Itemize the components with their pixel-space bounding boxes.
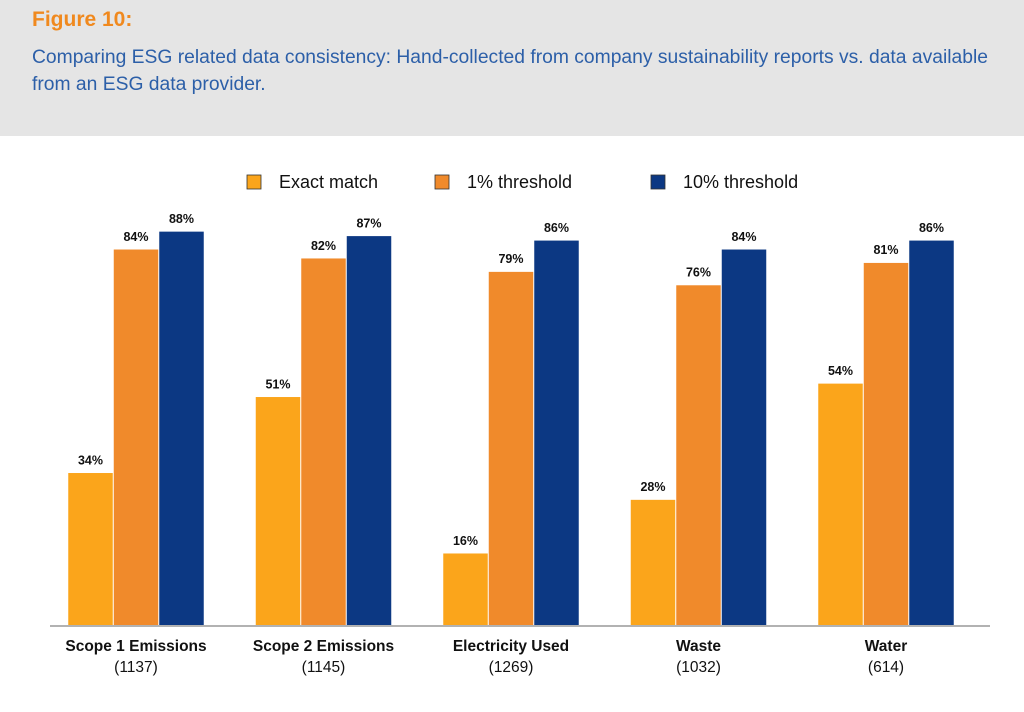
value-label: 81% bbox=[873, 243, 898, 257]
legend-swatch bbox=[246, 174, 262, 190]
legend-label: Exact match bbox=[279, 172, 378, 192]
header: Figure 10: Comparing ESG related data co… bbox=[0, 0, 1024, 136]
bar bbox=[346, 236, 392, 626]
value-label: 84% bbox=[731, 230, 756, 244]
value-label: 51% bbox=[265, 377, 290, 391]
chart-subtitle: Comparing ESG related data consistency: … bbox=[32, 47, 988, 95]
sample-size-label: (1032) bbox=[676, 659, 721, 676]
sample-size-label: (614) bbox=[868, 659, 904, 676]
chart-title: Figure 10: bbox=[32, 8, 133, 31]
value-label: 28% bbox=[640, 480, 665, 494]
bar bbox=[676, 285, 721, 625]
x-tick-label: Scope 1 Emissions bbox=[65, 638, 206, 655]
value-label: 82% bbox=[311, 239, 336, 253]
value-label: 16% bbox=[453, 534, 478, 548]
bar bbox=[68, 473, 113, 625]
value-label: 79% bbox=[498, 252, 523, 266]
value-label: 34% bbox=[78, 453, 103, 467]
x-tick-label: Scope 2 Emissions bbox=[253, 638, 394, 655]
bar bbox=[534, 240, 579, 625]
x-tick-label: Water bbox=[865, 638, 908, 655]
legend-swatch bbox=[650, 174, 666, 190]
sample-size-label: (1269) bbox=[489, 659, 534, 676]
value-label: 84% bbox=[123, 230, 148, 244]
bar bbox=[721, 249, 767, 625]
value-label: 86% bbox=[544, 221, 569, 235]
sample-size-label: (1145) bbox=[302, 659, 346, 676]
sample-size-label: (1137) bbox=[114, 659, 158, 676]
legend-label: 1% threshold bbox=[467, 172, 572, 192]
bar bbox=[818, 383, 863, 625]
value-label: 54% bbox=[828, 364, 853, 378]
bar bbox=[113, 249, 159, 625]
bar bbox=[630, 499, 676, 625]
legend-label: 10% threshold bbox=[683, 172, 798, 192]
bar bbox=[443, 553, 488, 625]
bar bbox=[909, 240, 954, 625]
bar bbox=[159, 231, 204, 625]
value-label: 86% bbox=[919, 221, 944, 235]
bar bbox=[301, 258, 346, 625]
value-label: 88% bbox=[169, 212, 194, 226]
x-tick-label: Waste bbox=[676, 638, 721, 655]
bar bbox=[863, 262, 909, 625]
legend-swatch bbox=[434, 174, 450, 190]
value-label: 76% bbox=[686, 266, 711, 280]
bar bbox=[255, 397, 301, 625]
value-label: 87% bbox=[356, 216, 381, 230]
x-tick-label: Electricity Used bbox=[453, 638, 569, 655]
bar bbox=[488, 271, 534, 625]
